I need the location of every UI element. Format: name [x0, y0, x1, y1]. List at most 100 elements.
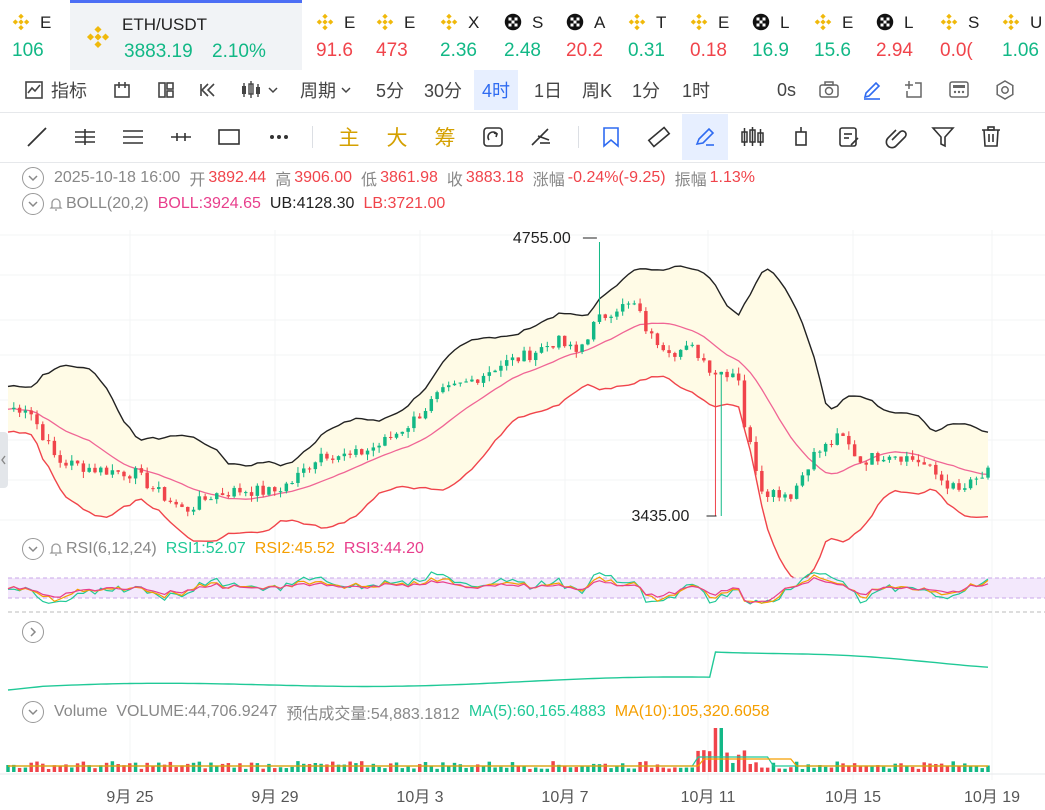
volume-bar: [377, 766, 381, 772]
candle: [649, 331, 654, 334]
settings-button[interactable]: [994, 70, 1016, 110]
note-tool[interactable]: [826, 114, 872, 160]
single-candle-tool[interactable]: [778, 114, 824, 160]
bell-icon[interactable]: [48, 541, 64, 557]
layout-button[interactable]: [156, 70, 176, 110]
filter-icon: [931, 127, 955, 148]
big-orders-toggle[interactable]: 大: [374, 114, 420, 160]
more-icon: [270, 135, 288, 139]
ticker-tab[interactable]: L 2.94: [864, 0, 926, 70]
snapshot-button[interactable]: [818, 70, 840, 110]
volume-bar: [128, 763, 132, 772]
more-tools[interactable]: [256, 114, 302, 160]
volume-bar: [609, 768, 613, 772]
main-chart-toggle[interactable]: 主: [326, 114, 372, 160]
volume-bar: [238, 763, 242, 772]
volume-bar: [504, 767, 509, 772]
refresh-tool[interactable]: [470, 114, 516, 160]
volume-ma5: MA(5):60,165.4883: [468, 703, 606, 720]
bollinger-band-fill: [8, 266, 988, 580]
indicators-button[interactable]: 指标: [24, 70, 87, 110]
candle: [667, 350, 671, 354]
replay-button[interactable]: [198, 70, 218, 110]
ticker-tab[interactable]: E 106: [0, 0, 68, 70]
ticker-tab[interactable]: E 91.6: [304, 0, 362, 70]
interval-tab[interactable]: 1时: [682, 81, 711, 101]
volume-estimate: 预估成交量:54,883.1812: [286, 706, 460, 723]
ticker-tab[interactable]: A 20.2: [554, 0, 616, 70]
volume-bar: [313, 763, 318, 772]
volume-bar: [197, 761, 202, 772]
candle: [336, 456, 341, 460]
link-tool[interactable]: [874, 114, 920, 160]
ticker-price: 2.94: [876, 40, 913, 61]
ticker-tab[interactable]: E 473: [364, 0, 426, 70]
interval-tab[interactable]: 1分: [632, 81, 661, 101]
magnet-tool[interactable]: [588, 114, 634, 160]
collapse-legend-button[interactable]: [22, 167, 44, 189]
candle: [128, 476, 132, 479]
horizontal-line-tool[interactable]: [158, 114, 204, 160]
interval-tab[interactable]: 周K: [582, 81, 613, 101]
candle: [87, 467, 91, 472]
volume-bar: [244, 768, 248, 772]
ticker-tab[interactable]: E 15.6: [802, 0, 862, 70]
draw-mode-button[interactable]: [861, 70, 883, 110]
filter-tool[interactable]: [920, 114, 966, 160]
candle: [968, 479, 973, 489]
trend-line-tool[interactable]: [14, 114, 60, 160]
volume-bar: [446, 766, 451, 772]
ticker-tab[interactable]: S 0.0(: [928, 0, 984, 70]
calculator-button[interactable]: [948, 70, 972, 110]
rectangle-tool[interactable]: [206, 114, 252, 160]
volume-bar: [470, 766, 474, 772]
volume-bar: [325, 764, 329, 772]
ticker-strip: E 106 ETH/USDT 3883.19 2.10% E 91.6 E 473 X 2.36 S 2…: [0, 0, 1045, 70]
interval-tab[interactable]: 30分: [424, 81, 463, 101]
collapse-rsi-button[interactable]: [22, 538, 44, 560]
delete-tool[interactable]: [968, 114, 1014, 160]
rsi-line: [7, 571, 989, 605]
add-chart-button[interactable]: [903, 70, 925, 110]
parallel-lines-tool[interactable]: [62, 114, 108, 160]
collapse-volume-button[interactable]: [22, 701, 44, 723]
brush-tool[interactable]: [682, 114, 728, 160]
chip-distribution-toggle[interactable]: 筹: [422, 114, 468, 160]
ticker-tab[interactable]: T 0.31: [616, 0, 676, 70]
volume-bar: [273, 768, 277, 772]
indicator-line: [7, 651, 989, 691]
rsi-name: RSI(6,12,24): [66, 540, 157, 557]
candle: [81, 463, 86, 472]
volume-bar: [388, 763, 393, 772]
ticker-tab[interactable]: S 2.48: [492, 0, 554, 70]
ticker-tab[interactable]: E 0.18: [678, 0, 738, 70]
sub-indicator-legend: [22, 620, 54, 644]
panel-collapse-handle[interactable]: [0, 432, 8, 488]
volume-bar: [777, 768, 781, 772]
ticker-tab[interactable]: U 1.06: [990, 0, 1045, 70]
ticker-tab[interactable]: L 16.9: [740, 0, 802, 70]
candle: [609, 316, 613, 318]
period-dropdown[interactable]: 周期: [300, 70, 352, 110]
expand-indicator-button[interactable]: [22, 621, 44, 643]
candle-pattern-icon: [741, 127, 764, 146]
collapse-boll-button[interactable]: [22, 193, 44, 215]
indicator-chart-icon: [25, 81, 43, 99]
interval-tab[interactable]: 1日: [534, 81, 563, 101]
channel-tool[interactable]: [110, 114, 156, 160]
volume-bar: [800, 768, 805, 772]
rectangle-icon: [218, 129, 240, 145]
ticker-tab[interactable]: ETH/USDT 3883.19 2.10%: [70, 0, 302, 70]
bell-icon[interactable]: [48, 196, 64, 212]
interval-tab[interactable]: 5分: [376, 81, 405, 101]
template-button[interactable]: [112, 70, 132, 110]
measure-tool[interactable]: [518, 114, 564, 160]
ticker-tab[interactable]: X 2.36: [428, 0, 490, 70]
candle: [928, 464, 932, 466]
volume-bar: [736, 754, 741, 772]
candle-pattern-tool[interactable]: [730, 114, 776, 160]
interval-tab[interactable]: 4时: [474, 70, 519, 110]
chart-type-dropdown[interactable]: [240, 70, 279, 110]
ruler-tool[interactable]: [636, 114, 682, 160]
